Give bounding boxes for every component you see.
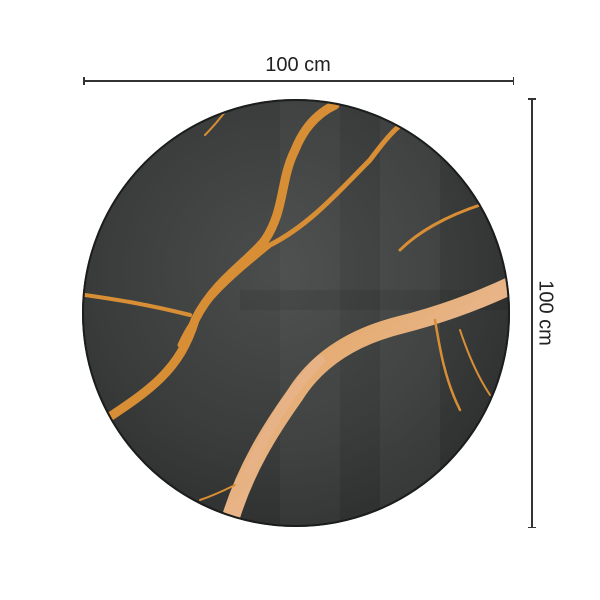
width-dimension-line	[83, 77, 514, 84]
height-dimension-line	[528, 98, 535, 528]
marble-disc	[82, 99, 510, 527]
gold-veins	[83, 100, 510, 527]
width-label: 100 cm	[265, 54, 331, 76]
